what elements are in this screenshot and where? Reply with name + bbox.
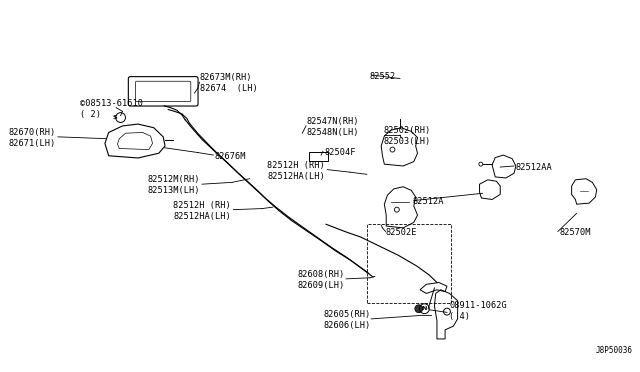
Text: S: S	[113, 115, 117, 120]
Text: 82512AA: 82512AA	[515, 163, 552, 171]
Text: J8P50036: J8P50036	[596, 346, 633, 355]
Text: 82605(RH)
82606(LH): 82605(RH) 82606(LH)	[324, 310, 371, 330]
Circle shape	[415, 305, 422, 312]
Text: 82512H (RH)
82512HA(LH): 82512H (RH) 82512HA(LH)	[173, 201, 231, 221]
Text: 82608(RH)
82609(LH): 82608(RH) 82609(LH)	[298, 270, 345, 290]
Text: 82512H (RH)
82512HA(LH): 82512H (RH) 82512HA(LH)	[267, 161, 325, 181]
Text: 82552: 82552	[370, 71, 396, 80]
Text: N: N	[422, 306, 427, 311]
Bar	[367, 224, 451, 302]
Text: 82512M(RH)
82513M(LH): 82512M(RH) 82513M(LH)	[147, 175, 200, 195]
Text: 82670(RH)
82671(LH): 82670(RH) 82671(LH)	[8, 128, 56, 148]
Text: 82502E: 82502E	[385, 228, 417, 237]
Text: 82504F: 82504F	[324, 148, 356, 157]
Text: 82512A: 82512A	[413, 197, 444, 206]
Text: 82547N(RH)
82548N(LH): 82547N(RH) 82548N(LH)	[306, 117, 358, 137]
Text: 82673M(RH)
82674  (LH): 82673M(RH) 82674 (LH)	[200, 73, 257, 93]
Text: 08911-1062G
( 4): 08911-1062G ( 4)	[449, 301, 508, 321]
Text: 82570M: 82570M	[559, 228, 591, 237]
Bar	[309, 151, 328, 161]
Text: 82676M: 82676M	[214, 152, 246, 161]
Text: ©08513-61610
( 2): ©08513-61610 ( 2)	[81, 99, 143, 119]
Text: 82502(RH)
82503(LH): 82502(RH) 82503(LH)	[384, 126, 431, 146]
